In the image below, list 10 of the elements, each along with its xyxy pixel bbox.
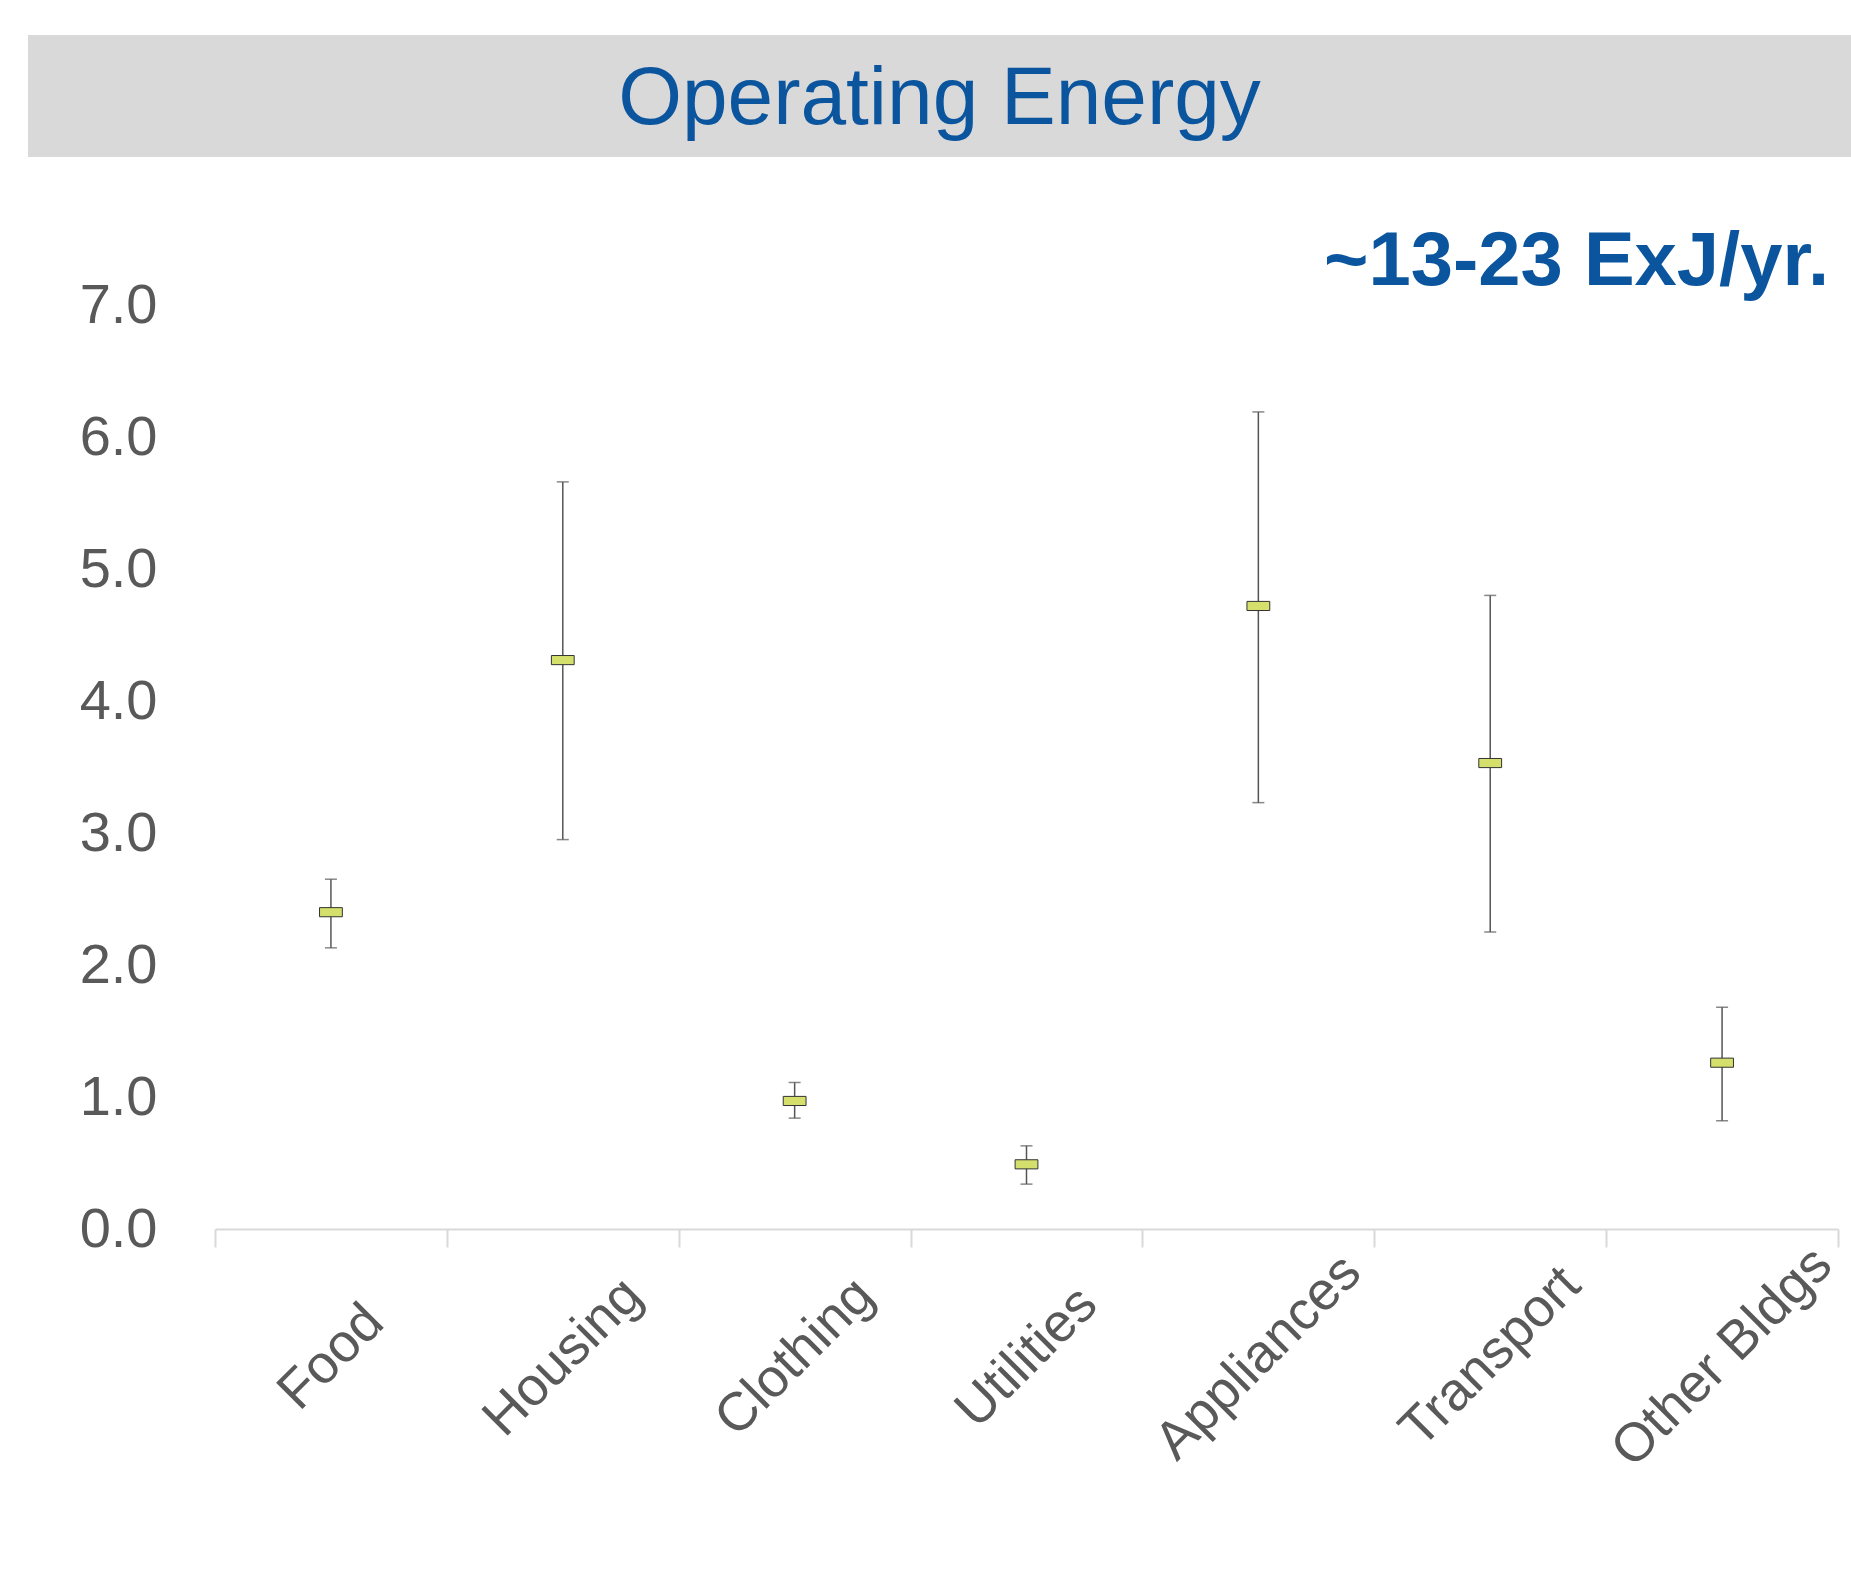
y-tick-label: 1.0 bbox=[79, 1063, 158, 1127]
y-tick-label: 6.0 bbox=[79, 403, 158, 467]
text: ~13-23 ExJ/yr. bbox=[1324, 215, 1829, 302]
y-tick-label: 7.0 bbox=[79, 271, 158, 335]
y-tick-label: 0.0 bbox=[79, 1195, 158, 1259]
y-tick-label: 3.0 bbox=[79, 799, 158, 863]
chart-title: Operating Energy bbox=[28, 35, 1851, 157]
y-tick-label: 5.0 bbox=[79, 535, 158, 599]
y-tick-label: 4.0 bbox=[79, 667, 158, 731]
y-tick-label: 2.0 bbox=[79, 931, 158, 995]
